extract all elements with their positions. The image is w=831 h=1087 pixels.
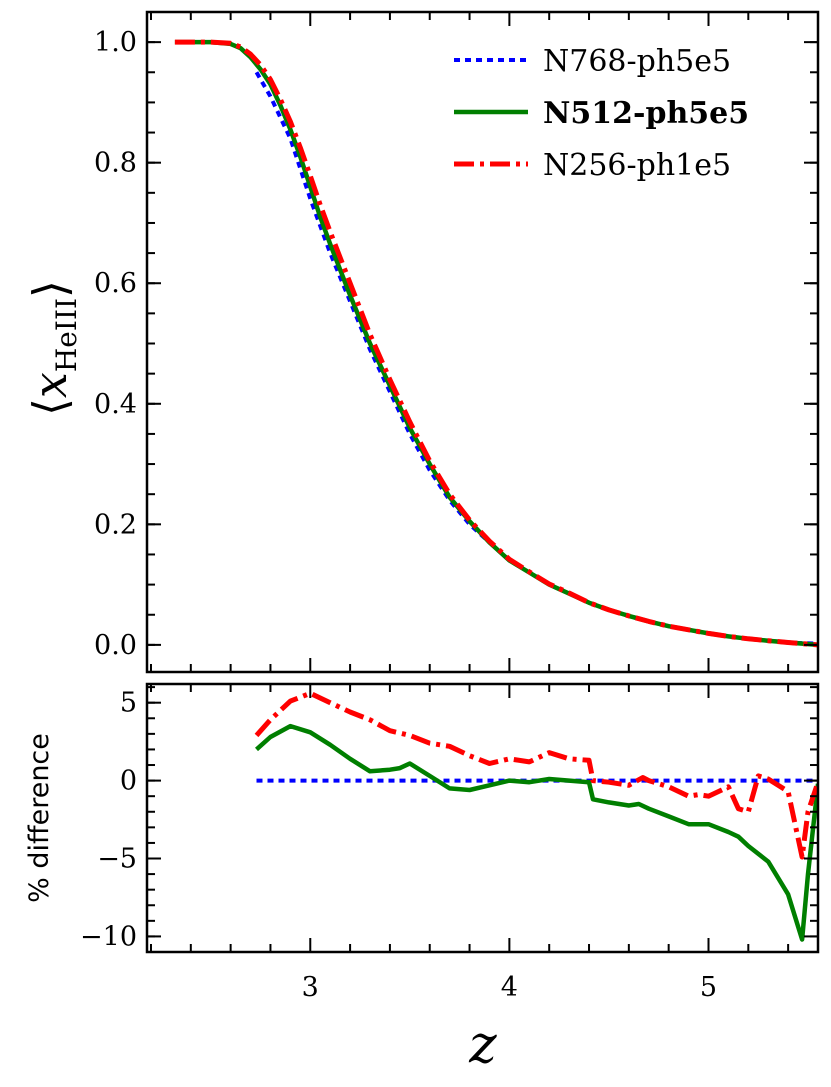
y-label-bracket-close: ⟩ xyxy=(23,280,77,298)
x-tick-label: 3 xyxy=(302,972,319,1003)
legend-label-N768-ph5e5: N768-ph5e5 xyxy=(543,44,731,79)
series-line-N768-ph5e5 xyxy=(254,71,818,646)
y-tick-label: 0 xyxy=(120,766,137,797)
series-line-N512-ph5e5 xyxy=(255,723,818,942)
y-label-bracket-open: ⟨ xyxy=(23,398,77,416)
y-tick-label: 0.0 xyxy=(94,630,137,661)
bottom-series-group xyxy=(254,690,818,942)
series-line-N512-ph5e5 xyxy=(174,39,818,648)
legend-label-N256-ph1e5: N256-ph1e5 xyxy=(543,148,731,183)
y-tick-label: 5 xyxy=(120,688,137,719)
bottom-axes-frame xyxy=(145,682,820,954)
y-label-sub: HeIII xyxy=(50,298,83,372)
legend-label-N512-ph5e5: N512-ph5e5 xyxy=(543,96,749,131)
top-axes-frame xyxy=(145,10,820,674)
y-tick-label: 1.0 xyxy=(94,27,137,58)
legend: N768-ph5e5 N512-ph5e5 N256-ph1e5 xyxy=(454,44,749,183)
axis-labels: ⟨xHeIII⟩ % difference z xyxy=(23,280,497,1075)
y-tick-label: −10 xyxy=(80,921,137,952)
x-tick-label: 5 xyxy=(700,972,717,1003)
bottom-panel: −10 −5 0 5 3 4 5 xyxy=(80,682,820,1003)
y-tick-label: 0.4 xyxy=(94,389,137,420)
top-series-group xyxy=(174,39,818,648)
series-line-N256-ph1e5 xyxy=(254,690,818,860)
y-tick-label: 0.2 xyxy=(94,509,137,540)
top-panel: 0.0 0.2 0.4 0.6 0.8 1.0 xyxy=(94,10,820,674)
y-axis-label-top: ⟨xHeIII⟩ xyxy=(23,280,83,416)
x-axis-label: z xyxy=(468,1015,497,1075)
y-tick-label: 0.8 xyxy=(94,148,137,179)
y-axis-label-bottom: % difference xyxy=(24,733,55,903)
y-tick-label: 0.6 xyxy=(94,268,137,299)
series-line-N256-ph1e5 xyxy=(174,39,818,648)
y-label-var: x xyxy=(23,372,77,398)
x-tick-label: 4 xyxy=(501,972,518,1003)
y-tick-label: −5 xyxy=(97,844,137,875)
